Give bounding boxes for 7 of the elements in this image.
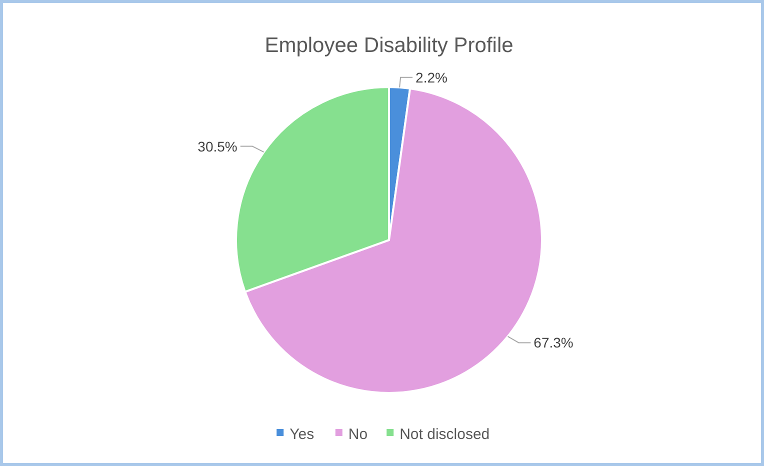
legend-label: No — [348, 426, 368, 443]
data-label: 30.5% — [198, 138, 238, 154]
chart-title: Employee Disability Profile — [264, 34, 514, 57]
data-label: 2.2% — [416, 69, 448, 86]
legend-label: Yes — [290, 426, 314, 443]
legend-label: Not disclosed — [400, 426, 490, 443]
data-label: 67.3% — [534, 334, 574, 351]
